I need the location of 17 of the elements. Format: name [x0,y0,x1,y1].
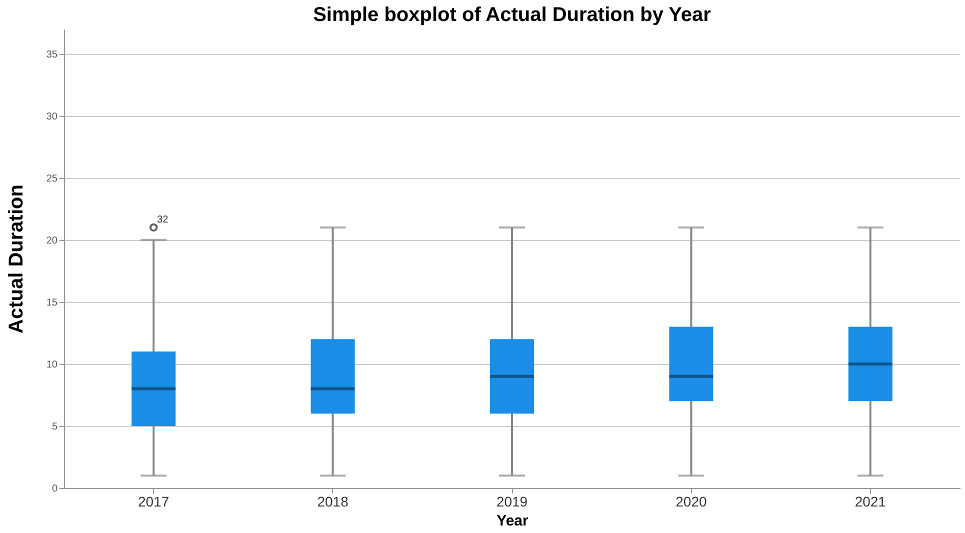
y-tick-label: 10 [46,359,58,370]
x-tick-label: 2017 [138,494,170,510]
x-axis-title: Year [496,512,529,530]
y-tick-label: 5 [52,421,58,432]
chart-title: Simple boxplot of Actual Duration by Year [313,4,712,26]
y-tick-label: 15 [46,297,58,308]
x-tick-label: 2019 [496,494,528,510]
x-tick-label: 2021 [854,494,886,510]
y-tick-label: 35 [46,49,58,60]
y-tick-label: 0 [52,484,58,494]
annotation: 32 [157,214,169,226]
y-axis-title: Actual Duration [5,184,28,334]
x-tick-label: 2018 [317,494,349,510]
y-tick-label: 25 [46,173,58,184]
x-tick-label: 2020 [676,494,707,510]
y-tick-label: 20 [46,235,58,246]
y-tick-label: 30 [46,111,58,122]
